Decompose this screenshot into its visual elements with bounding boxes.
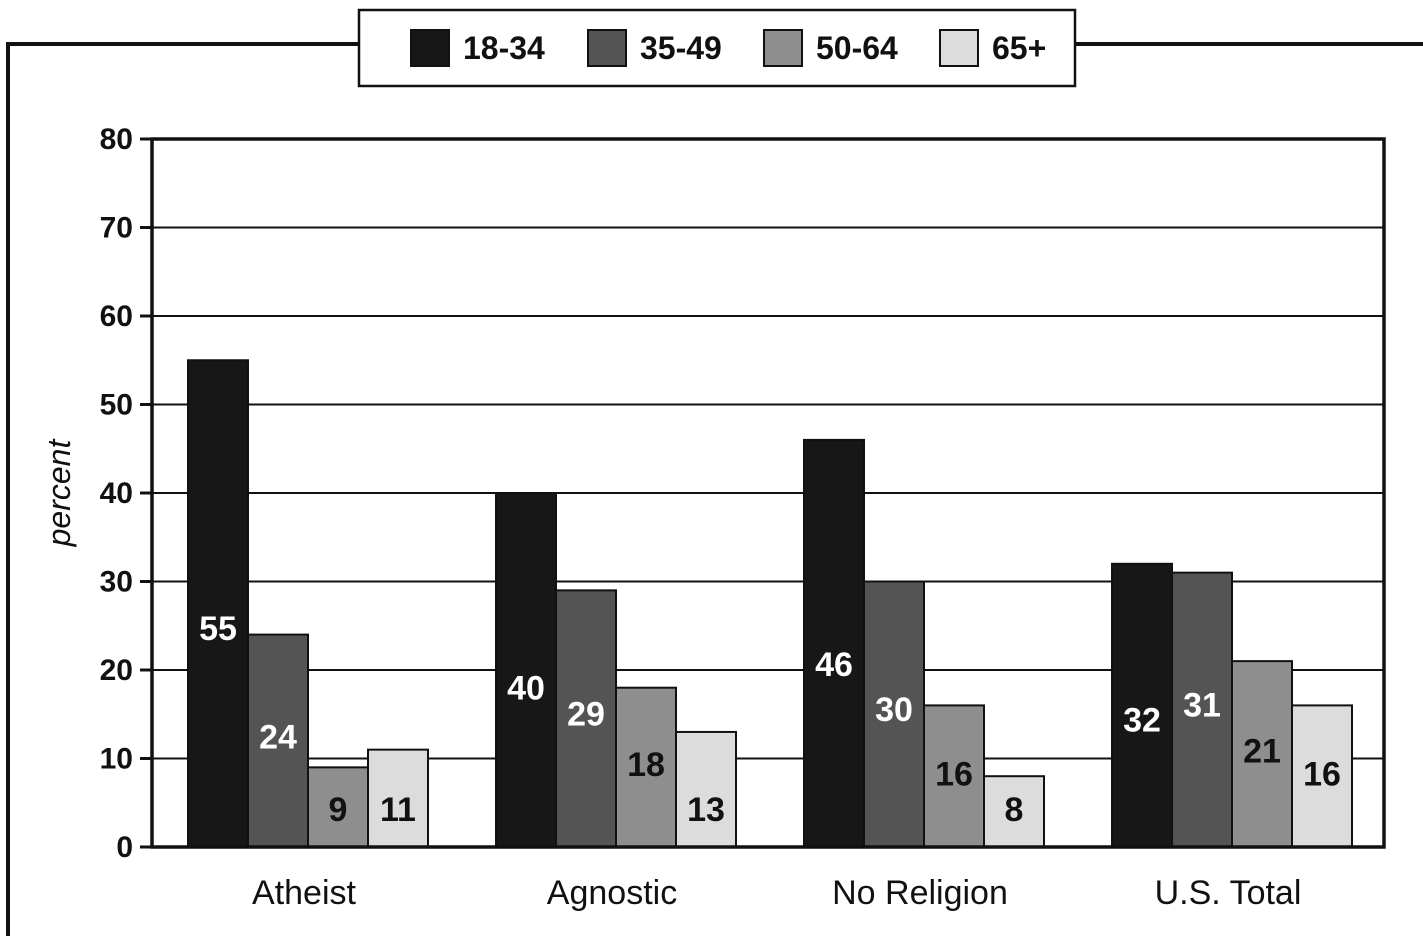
legend-label: 18-34 bbox=[463, 30, 545, 66]
legend-swatch-18-34 bbox=[410, 29, 450, 67]
bar-value-label: 16 bbox=[1303, 755, 1341, 793]
legend-swatch-50-64 bbox=[763, 29, 803, 67]
bar-value-label: 8 bbox=[1005, 791, 1024, 829]
bar-65+-atheist bbox=[367, 748, 429, 849]
bar-18-34-u-s-total bbox=[1111, 562, 1173, 848]
x-category-label: Atheist bbox=[252, 874, 356, 912]
y-axis: 0 10 20 30 40 50 60 70 80 bbox=[100, 123, 152, 864]
bar-65+-agnostic bbox=[675, 730, 737, 849]
bar-35-49-atheist bbox=[247, 633, 309, 848]
bar-18-34-atheist bbox=[187, 359, 249, 848]
bar-value-label: 24 bbox=[259, 719, 297, 757]
bar-35-49-u-s-total bbox=[1171, 571, 1233, 849]
y-tick-label: 80 bbox=[100, 123, 133, 156]
y-tick-label: 10 bbox=[100, 743, 133, 776]
x-axis: Atheist Agnostic No Religion U.S. Total bbox=[252, 874, 1301, 912]
bar-65+-u-s-total bbox=[1291, 704, 1353, 849]
legend-label: 65+ bbox=[992, 30, 1046, 66]
bar-value-label: 31 bbox=[1183, 686, 1221, 724]
bar-35-49-no-religion bbox=[863, 580, 925, 848]
y-tick-label: 40 bbox=[100, 477, 133, 510]
bars: 55 24 9 11 40 29 18 13 46 30 16 8 32 31 21 16 bbox=[187, 359, 1353, 849]
bar-value-label: 46 bbox=[815, 646, 853, 684]
bar-value-label: 16 bbox=[935, 755, 973, 793]
bar-value-label: 40 bbox=[507, 670, 545, 708]
bar-value-label: 9 bbox=[329, 791, 348, 829]
bar-value-label: 30 bbox=[875, 691, 913, 729]
bar-65+-no-religion bbox=[983, 775, 1045, 849]
bar-value-label: 55 bbox=[199, 610, 237, 648]
y-tick-label: 50 bbox=[100, 389, 133, 422]
bar-value-label: 21 bbox=[1243, 732, 1281, 770]
legend-label: 35-49 bbox=[640, 30, 722, 66]
x-category-label: U.S. Total bbox=[1155, 874, 1302, 912]
y-tick-label: 0 bbox=[116, 831, 133, 864]
bar-value-label: 11 bbox=[380, 791, 416, 829]
bar-value-label: 32 bbox=[1123, 702, 1161, 740]
bar-50-64-u-s-total bbox=[1231, 660, 1293, 849]
y-axis-label: percent bbox=[41, 439, 77, 548]
legend-label: 50-64 bbox=[816, 30, 898, 66]
y-tick-label: 70 bbox=[100, 212, 133, 245]
bar-18-34-no-religion bbox=[803, 438, 865, 848]
legend: 18-34 35-49 50-64 65+ bbox=[410, 29, 1046, 67]
y-tick-label: 60 bbox=[100, 300, 133, 333]
bar-value-label: 13 bbox=[687, 791, 725, 829]
y-tick-label: 20 bbox=[100, 654, 133, 687]
x-category-label: No Religion bbox=[832, 874, 1008, 912]
x-category-label: Agnostic bbox=[547, 874, 677, 912]
bar-value-label: 29 bbox=[567, 696, 605, 734]
bar-18-34-agnostic bbox=[495, 492, 557, 848]
bar-value-label: 18 bbox=[627, 746, 665, 784]
legend-swatch-65+ bbox=[939, 29, 979, 67]
y-tick-label: 30 bbox=[100, 566, 133, 599]
legend-swatch-35-49 bbox=[587, 29, 627, 67]
bar-50-64-no-religion bbox=[923, 704, 985, 849]
